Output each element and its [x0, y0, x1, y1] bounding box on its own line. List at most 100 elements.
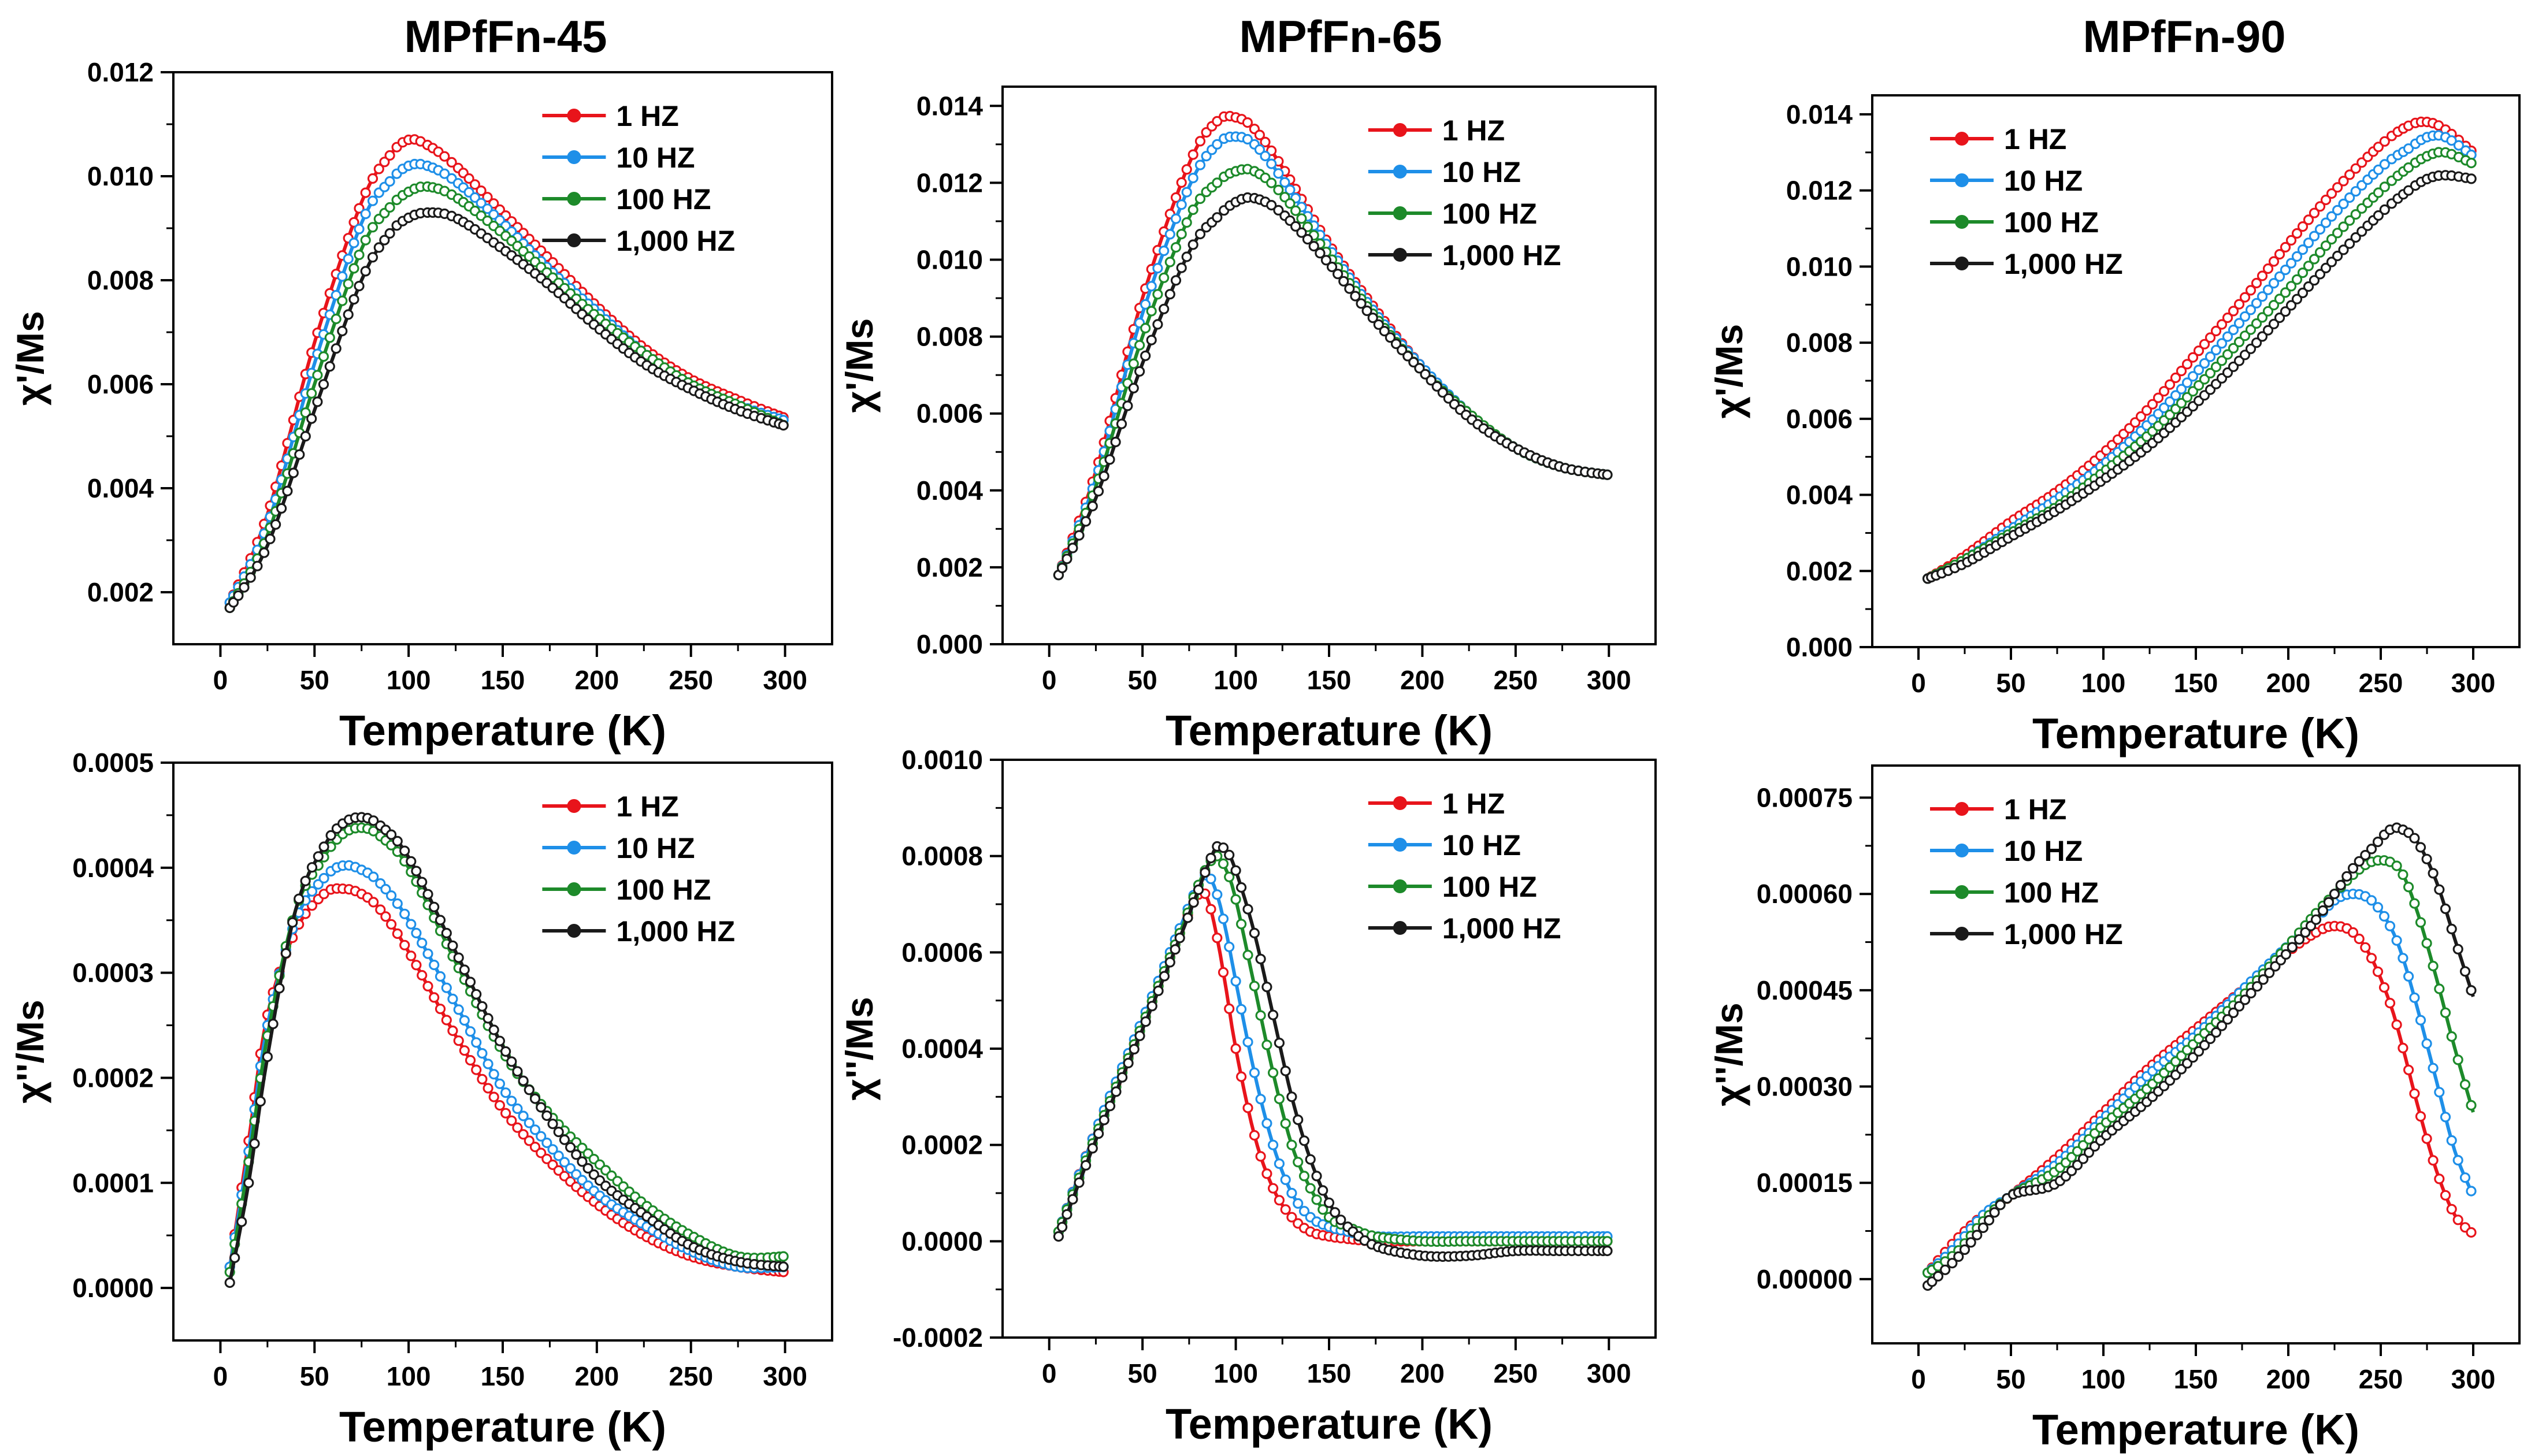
data-point	[2262, 284, 2274, 295]
y-axis-label: χ'/Ms	[838, 318, 881, 413]
data-point	[1437, 387, 1448, 398]
data-point	[1074, 530, 1085, 541]
data-point	[2373, 187, 2384, 198]
data-point	[1218, 842, 1229, 853]
data-point	[2440, 1190, 2451, 1201]
y-tick-label: 0.000	[916, 629, 983, 659]
data-point	[2320, 262, 2332, 273]
data-point	[368, 897, 379, 908]
data-point	[1194, 136, 1206, 147]
data-point	[2434, 1087, 2445, 1098]
data-point	[236, 1216, 247, 1227]
legend-marker	[1955, 927, 1969, 941]
data-point	[2391, 860, 2402, 871]
data-point	[1296, 213, 1307, 224]
data-point	[1201, 151, 1212, 162]
data-point	[2297, 287, 2309, 298]
data-point	[1146, 281, 1157, 292]
data-point	[1134, 340, 1145, 351]
data-point	[1099, 1115, 1109, 1126]
data-point	[488, 1091, 499, 1102]
data-point	[1285, 198, 1296, 209]
data-point	[524, 1117, 535, 1128]
x-tick-label: 100	[1213, 665, 1258, 695]
data-point	[2314, 224, 2326, 235]
data-point	[1305, 1154, 1316, 1165]
y-tick-label: 0.014	[916, 91, 984, 121]
data-point	[1062, 554, 1072, 564]
data-point	[2245, 343, 2257, 354]
data-point	[2415, 1111, 2426, 1122]
data-point	[477, 1048, 488, 1059]
data-point	[406, 856, 417, 867]
data-point	[477, 1074, 488, 1084]
data-point	[1249, 927, 1260, 939]
data-point	[1116, 1072, 1128, 1083]
data-point	[518, 1110, 529, 1121]
data-point	[312, 370, 323, 381]
data-point	[2415, 1015, 2426, 1026]
legend-label: 1 HZ	[616, 100, 678, 132]
data-point	[2314, 247, 2326, 258]
data-point	[2350, 163, 2361, 174]
x-tick-label: 300	[1587, 665, 1631, 695]
data-point	[2428, 1063, 2439, 1074]
y-tick-label: 0.0003	[72, 958, 154, 988]
plot-frame	[1001, 86, 1657, 645]
data-point	[1296, 227, 1307, 238]
data-point	[453, 952, 464, 963]
data-point	[2344, 238, 2355, 249]
legend-marker	[1955, 132, 1969, 146]
data-point	[1200, 867, 1211, 878]
data-point	[2317, 905, 2328, 916]
data-point	[422, 948, 433, 959]
data-point	[1330, 1207, 1341, 1218]
data-point	[380, 883, 391, 895]
data-point	[1261, 1168, 1272, 1179]
data-point	[1268, 1183, 1279, 1194]
series-1-hz	[1922, 920, 2477, 1278]
data-point	[367, 252, 378, 263]
data-point	[1402, 351, 1413, 362]
data-point	[1280, 1174, 1291, 1186]
data-point	[367, 222, 378, 233]
data-point	[1170, 192, 1182, 203]
y-tick-label: 0.00030	[1757, 1072, 1853, 1102]
data-point	[459, 1015, 470, 1026]
data-point	[1224, 1003, 1235, 1015]
series-1-000-hz	[1053, 841, 1613, 1262]
data-point	[2466, 1100, 2477, 1111]
data-point	[2409, 898, 2420, 909]
data-point	[406, 950, 417, 961]
data-point	[483, 1013, 493, 1024]
data-point	[1212, 177, 1223, 188]
data-point	[324, 332, 335, 343]
data-point	[2280, 265, 2291, 276]
x-axis-label: Temperature (K)	[2032, 710, 2359, 757]
data-point	[1236, 882, 1247, 893]
x-tick-label: 150	[2174, 1364, 2218, 1394]
data-point	[2262, 306, 2274, 317]
legend-marker	[567, 841, 581, 855]
x-tick-label: 250	[2359, 668, 2403, 698]
data-point	[422, 889, 433, 900]
data-point	[453, 1035, 464, 1046]
data-point	[368, 815, 379, 826]
data-point	[411, 960, 422, 971]
data-point	[2181, 377, 2193, 388]
data-point	[2245, 304, 2257, 315]
x-tick-label: 0	[1042, 665, 1057, 695]
data-point	[337, 271, 348, 282]
data-point	[2280, 242, 2291, 252]
data-point	[1104, 1101, 1116, 1112]
x-tick-label: 50	[1128, 1358, 1157, 1388]
legend-label: 100 HZ	[1442, 198, 1537, 230]
data-point	[476, 198, 487, 209]
data-point	[417, 937, 428, 949]
data-point	[1176, 199, 1187, 210]
data-point	[343, 278, 354, 289]
data-point	[2176, 365, 2187, 377]
y-tick-label: 0.0002	[72, 1063, 154, 1093]
data-point	[2309, 231, 2320, 242]
y-tick-label: 0.010	[916, 244, 983, 274]
